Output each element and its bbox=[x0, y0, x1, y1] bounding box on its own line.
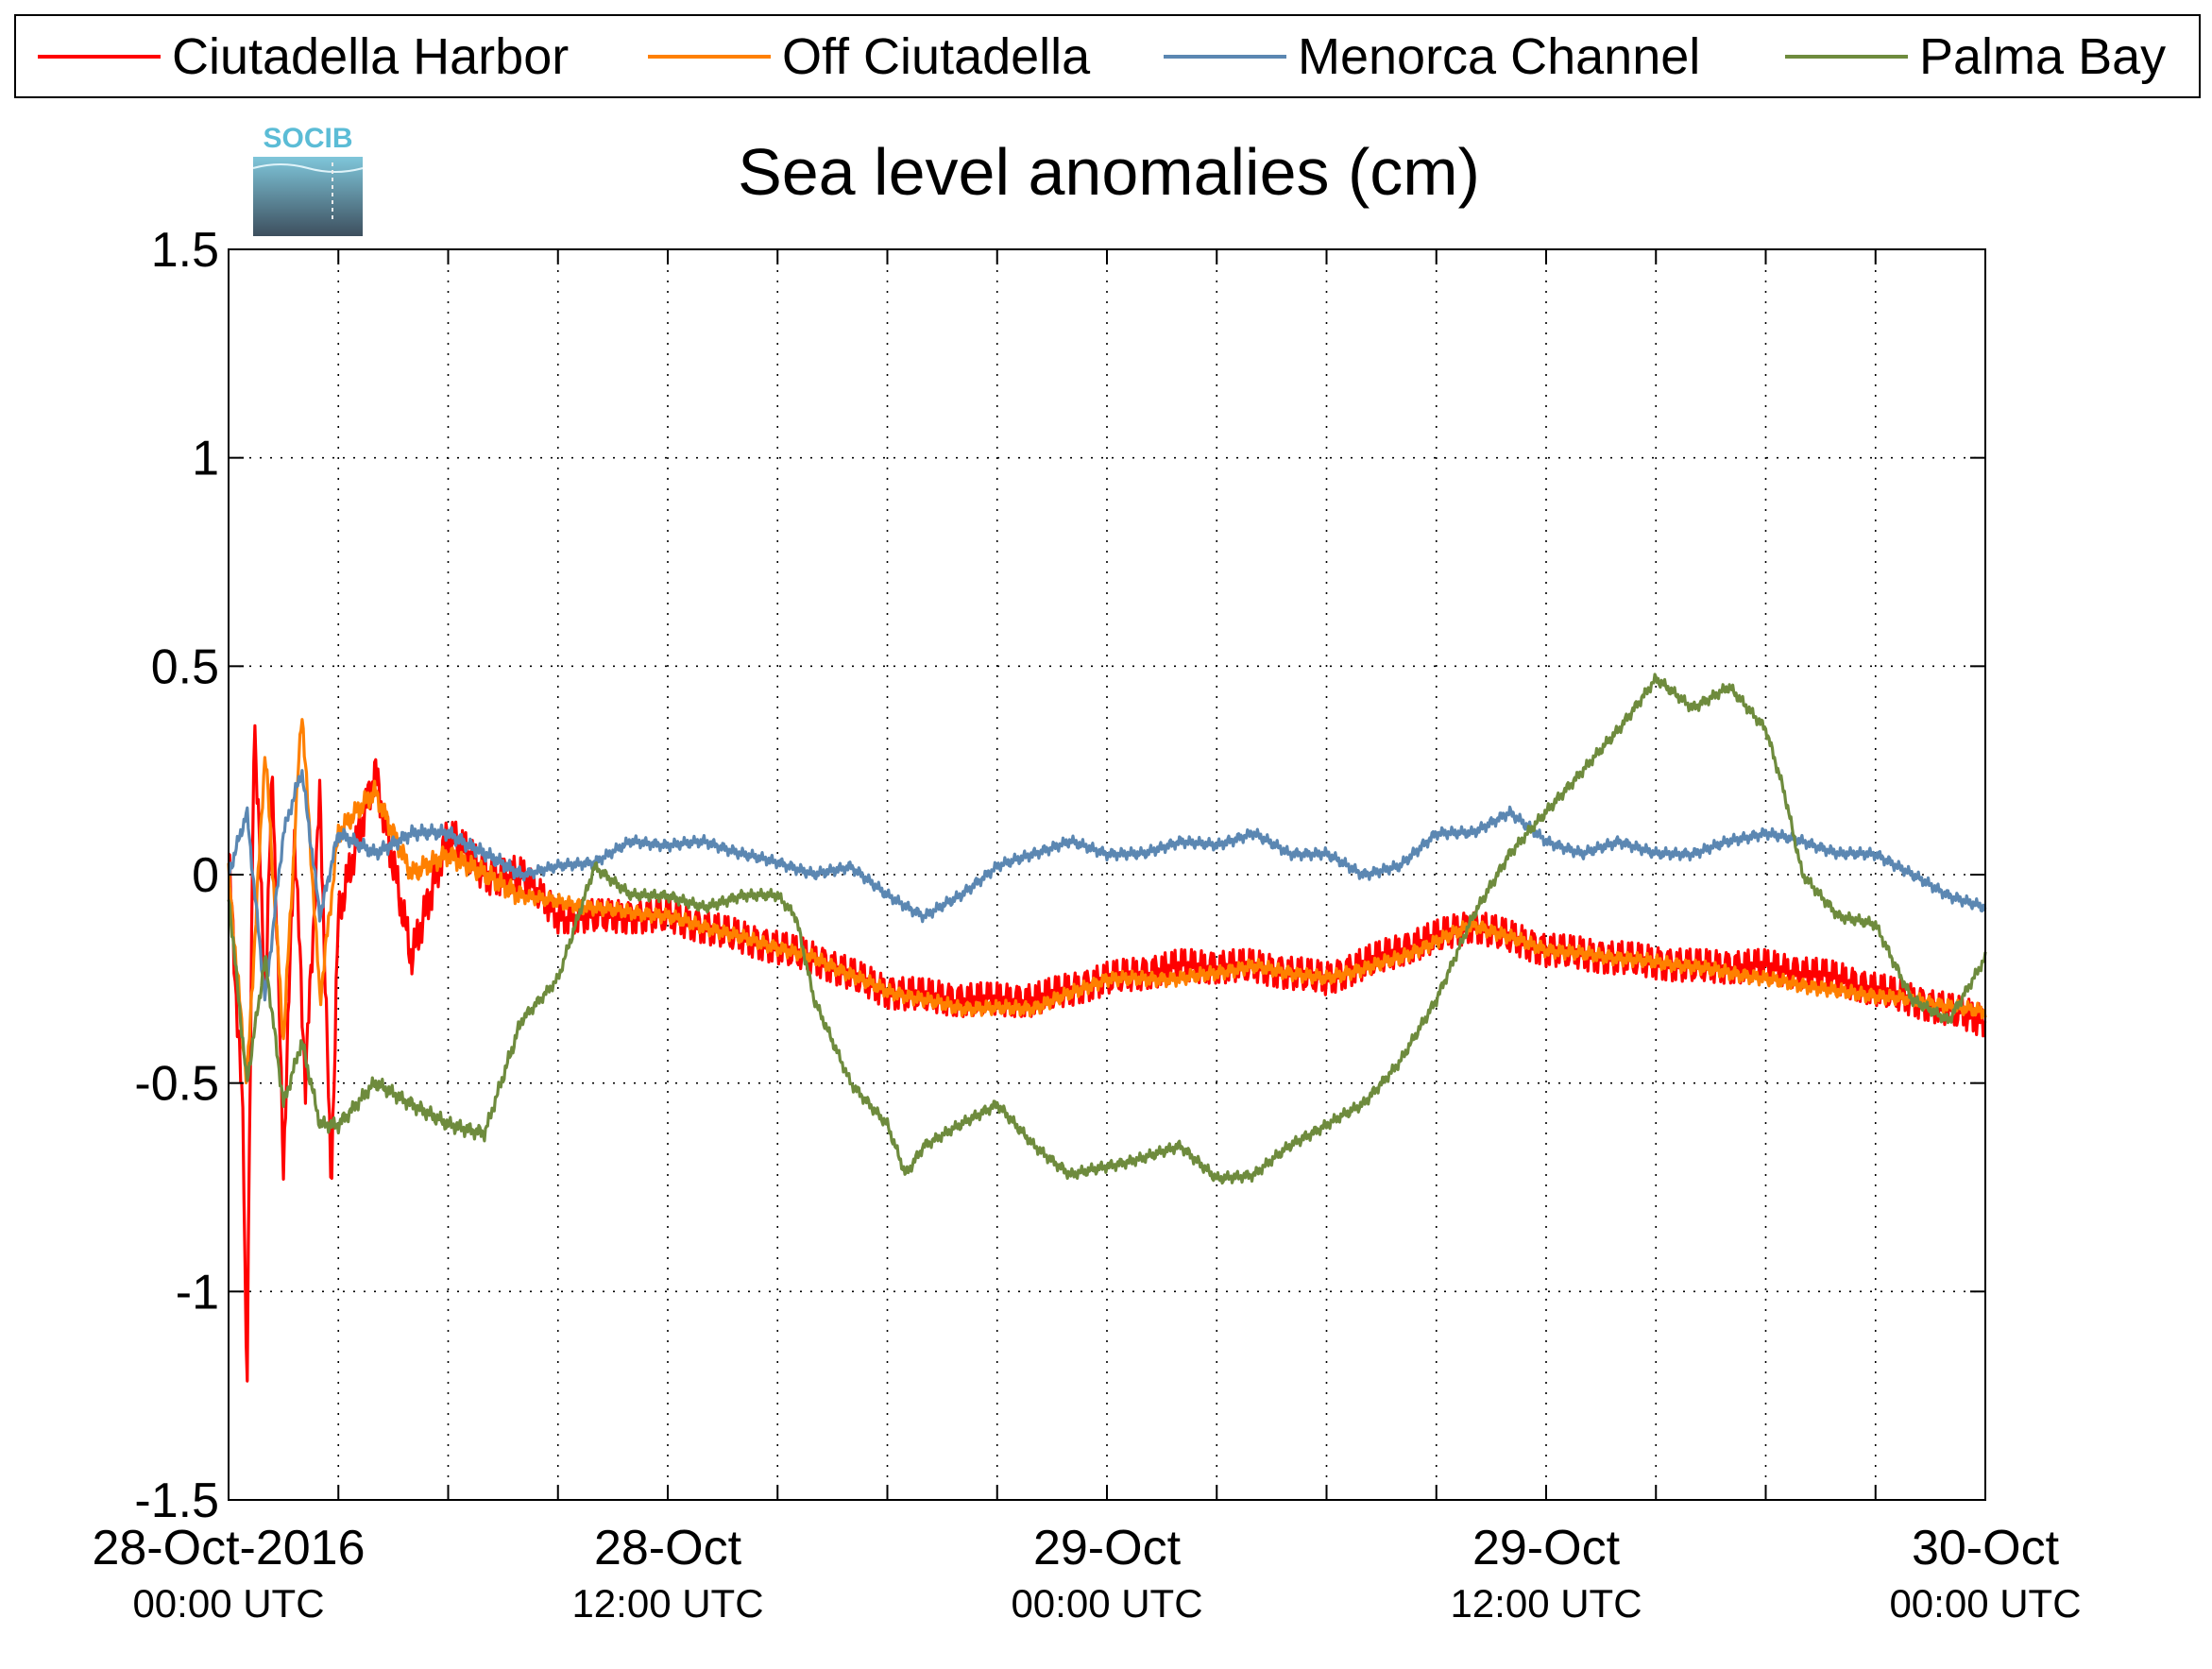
x-tick-labels: 28-Oct-2016 00:00 UTC 28-Oct 12:00 UTC 29-Oc… bbox=[92, 1521, 2081, 1626]
x-tick-date: 28-Oct bbox=[594, 1521, 742, 1575]
logo-wave bbox=[252, 163, 364, 173]
x-tick-time: 12:00 UTC bbox=[571, 1581, 763, 1626]
x-tick-date: 30-Oct bbox=[1912, 1521, 2060, 1575]
legend-label: Off Ciutadella bbox=[782, 28, 1091, 85]
x-tick-time: 00:00 UTC bbox=[1011, 1581, 1202, 1626]
series-line-off-ciutadella bbox=[227, 718, 1987, 1085]
y-tick-label: -1.5 bbox=[134, 1473, 219, 1528]
legend-label: Palma Bay bbox=[1919, 28, 2166, 85]
y-tick-label: 1 bbox=[192, 432, 219, 486]
x-tick-time: 00:00 UTC bbox=[1889, 1581, 2081, 1626]
y-tick-labels: 1.5 1 0.5 0 -0.5 -1 -1.5 bbox=[134, 223, 219, 1528]
y-tick-label: 1.5 bbox=[151, 223, 219, 278]
chart-title: Sea level anomalies (cm) bbox=[738, 135, 1480, 209]
x-tick-date: 29-Oct bbox=[1033, 1521, 1182, 1575]
legend-label: Menorca Channel bbox=[1298, 28, 1700, 85]
socib-logo: SOCIB bbox=[252, 123, 364, 236]
series-line-palma-bay bbox=[227, 673, 1987, 1185]
logo-block bbox=[253, 157, 363, 236]
y-tick-label: 0.5 bbox=[151, 639, 219, 694]
logo-text: SOCIB bbox=[263, 123, 352, 154]
legend-label: Ciutadella Harbor bbox=[172, 28, 569, 85]
series-group bbox=[227, 673, 1987, 1383]
series-line-menorca-channel bbox=[228, 769, 1987, 1002]
y-tick-label: -1 bbox=[176, 1265, 219, 1320]
axis-ticks bbox=[228, 248, 1986, 1501]
grid bbox=[229, 249, 1985, 1500]
x-tick-time: 00:00 UTC bbox=[132, 1581, 324, 1626]
series-line-ciutadella-harbor bbox=[227, 724, 1987, 1383]
legend: Ciutadella Harbor Off Ciutadella Menorca C… bbox=[14, 14, 2201, 98]
x-tick-time: 12:00 UTC bbox=[1450, 1581, 1642, 1626]
x-tick-date: 28-Oct-2016 bbox=[92, 1521, 365, 1575]
y-tick-label: 0 bbox=[192, 848, 219, 903]
y-tick-label: -0.5 bbox=[134, 1057, 219, 1112]
x-tick-date: 29-Oct bbox=[1472, 1521, 1621, 1575]
